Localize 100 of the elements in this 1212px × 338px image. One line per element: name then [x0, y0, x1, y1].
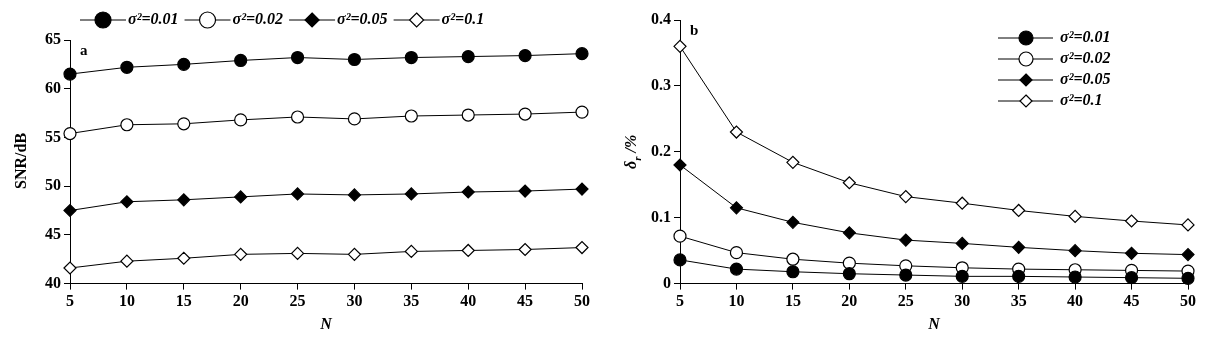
x-tick-label: 20 [841, 292, 858, 310]
legend-label: σ²=0.02 [232, 10, 284, 28]
x-tick-label: 25 [897, 292, 914, 310]
point [177, 251, 191, 265]
y-tick-label: 65 [45, 30, 61, 48]
point [461, 185, 475, 199]
legend-label: σ²=0.05 [337, 10, 388, 28]
point [234, 190, 248, 204]
x-tick-label: 5 [676, 292, 684, 310]
point [786, 252, 800, 266]
point [63, 67, 77, 81]
point [955, 269, 969, 283]
legend-label: σ²=0.1 [441, 10, 485, 28]
y-tick-label: 0.3 [651, 76, 671, 94]
x-tick-label: 5 [66, 292, 74, 310]
y-tick-label: 60 [45, 78, 61, 96]
point [729, 201, 744, 215]
point [120, 118, 134, 132]
x-tick-label: 50 [1180, 292, 1196, 310]
point [120, 195, 134, 209]
y-axis-title: δr /% [622, 134, 643, 169]
x-tick-label: 20 [232, 292, 249, 310]
x-axis-title: N [319, 314, 334, 332]
point [842, 267, 856, 281]
y-axis-title: SNR/dB [12, 132, 30, 189]
annotation: b [690, 22, 699, 39]
point [575, 240, 589, 255]
point [404, 109, 418, 123]
point [518, 48, 532, 63]
point [729, 262, 744, 276]
point [1124, 246, 1139, 260]
point [120, 254, 134, 268]
point [518, 242, 532, 257]
legend-label: σ²=0.01 [1060, 28, 1111, 46]
point [461, 108, 475, 122]
point [1124, 214, 1139, 228]
y-tick-label: 50 [45, 176, 61, 194]
point [955, 196, 969, 210]
x-tick-label: 30 [346, 292, 363, 310]
point [673, 229, 687, 243]
x-axis-title: N [927, 314, 942, 332]
point [842, 226, 856, 240]
legend-label: σ²=0.05 [1060, 70, 1111, 88]
point [347, 112, 362, 126]
point [575, 105, 589, 119]
point [1181, 218, 1195, 232]
x-tick-label: 15 [784, 292, 801, 310]
point [347, 188, 362, 202]
point [786, 215, 800, 229]
point [1181, 248, 1195, 262]
point [518, 107, 532, 121]
point [1068, 244, 1082, 258]
x-tick-label: 40 [460, 292, 477, 310]
x-tick-label: 10 [728, 292, 745, 310]
point [1012, 203, 1026, 218]
x-tick-label: 40 [1067, 292, 1084, 310]
x-tick-label: 35 [1010, 292, 1027, 310]
point [1012, 240, 1026, 254]
x-tick-label: 50 [574, 292, 590, 310]
y-tick-label: 0.1 [651, 207, 671, 225]
point [177, 193, 191, 207]
point [1181, 271, 1195, 285]
annotation: a [80, 42, 88, 59]
x-tick-label: 35 [403, 292, 420, 310]
point [120, 60, 134, 74]
point [786, 155, 800, 169]
point [899, 233, 913, 247]
point [404, 187, 418, 201]
y-tick-label: 55 [45, 127, 61, 145]
x-tick-label: 45 [1123, 292, 1140, 310]
x-tick-label: 15 [175, 292, 192, 310]
y-tick-label: 0.4 [651, 10, 671, 28]
point [63, 203, 77, 218]
point [290, 187, 305, 201]
point [673, 39, 687, 53]
y-tick-label: 45 [45, 225, 61, 243]
point [404, 244, 418, 259]
point [290, 246, 305, 260]
legend-label: σ²=0.02 [1060, 49, 1111, 67]
point [177, 57, 191, 71]
point [290, 50, 305, 65]
point [786, 265, 800, 279]
x-tick-label: 45 [517, 292, 534, 310]
point [63, 261, 77, 275]
y-tick-label: 40 [45, 273, 61, 291]
point [1012, 269, 1026, 283]
point [955, 236, 969, 250]
point [234, 53, 248, 68]
point [673, 253, 687, 267]
point [290, 110, 305, 124]
point [575, 47, 589, 61]
x-tick-label: 10 [118, 292, 135, 310]
point [842, 176, 856, 190]
point [899, 268, 913, 282]
point [177, 117, 191, 131]
point [575, 182, 589, 196]
point [347, 52, 362, 67]
point [1068, 270, 1082, 284]
legend-label: σ²=0.1 [1060, 91, 1103, 109]
point [1124, 271, 1139, 285]
